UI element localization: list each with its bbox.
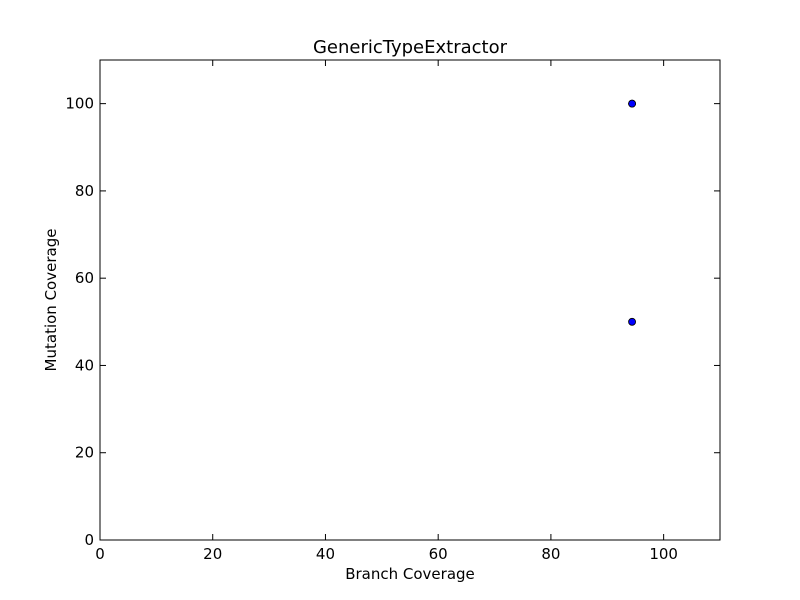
plot-area: [99, 59, 721, 541]
x-tick-label: 60: [429, 545, 448, 563]
y-tick-label: 60: [75, 269, 94, 287]
y-tick-label: 100: [65, 95, 94, 113]
x-tick-label: 80: [541, 545, 560, 563]
plot-frame: [99, 59, 721, 541]
y-tick-label: 80: [75, 182, 94, 200]
x-axis-ticks: 0 20 40 60 80 100: [95, 60, 678, 563]
x-tick-label: 0: [95, 545, 105, 563]
data-points: [628, 99, 636, 326]
y-tick-label: 40: [75, 356, 94, 374]
y-tick-label: 20: [75, 444, 94, 462]
x-tick-label: 40: [316, 545, 335, 563]
x-axis-title: Branch Coverage: [345, 565, 475, 583]
data-point: [628, 317, 636, 326]
x-tick-label: 100: [649, 545, 678, 563]
chart-title: GenericTypeExtractor: [313, 37, 508, 58]
y-tick-label: 0: [84, 531, 94, 549]
y-axis-ticks: 0 20 40 60 80 100: [65, 95, 720, 549]
data-point: [628, 99, 636, 108]
x-tick-label: 20: [203, 545, 222, 563]
y-axis-title: Mutation Coverage: [42, 229, 60, 372]
